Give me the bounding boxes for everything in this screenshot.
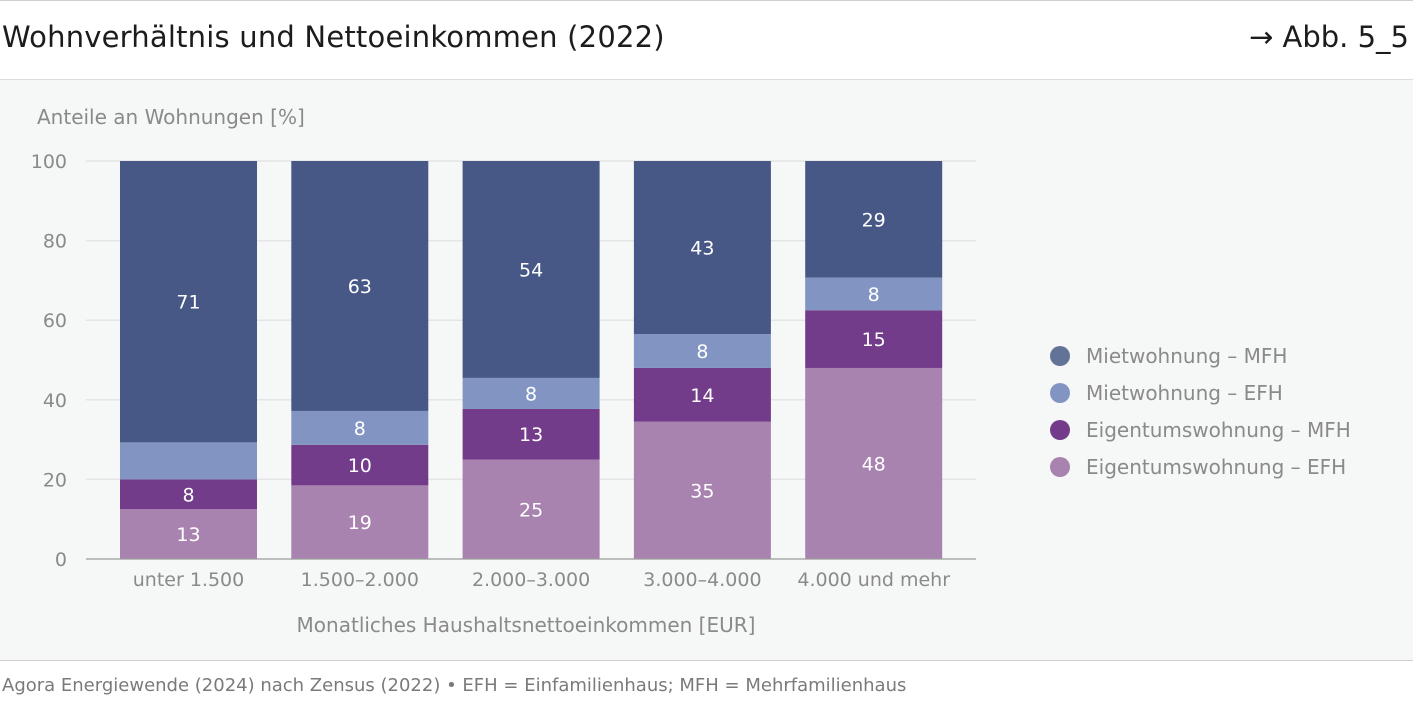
data-label: 54 [519, 259, 543, 281]
bar-segment [120, 442, 257, 480]
legend-swatch [1050, 383, 1070, 403]
x-tick-label: 4.000 und mehr [797, 569, 950, 591]
y-tick-label: 80 [43, 231, 67, 253]
data-label: 13 [176, 524, 200, 546]
bar-segment [805, 367, 943, 559]
legend: Mietwohnung – MFH Mietwohnung – EFH Eigent… [1050, 344, 1351, 479]
bar-segment [120, 479, 257, 510]
y-tick-label: 100 [31, 151, 67, 173]
x-tick-label: 2.000–3.000 [472, 569, 590, 591]
data-label: 63 [348, 276, 372, 298]
data-label: 8 [868, 284, 880, 306]
data-label: 8 [182, 484, 194, 506]
stacked-bar-chart: Anteile an Wohnungen [%] 13 8 71 19 10 8 63 25 1… [31, 105, 1351, 637]
figure-reference: → Abb. 5_5 [1248, 20, 1409, 54]
bar-segment [462, 459, 600, 559]
y-tick-label: 40 [43, 390, 67, 412]
x-tick-label: 3.000–4.000 [643, 569, 761, 591]
bar-segment [633, 334, 771, 368]
bar-segment [291, 161, 429, 411]
data-label: 15 [862, 329, 886, 351]
bar-segment [462, 377, 600, 409]
data-label: 10 [348, 455, 372, 477]
legend-swatch [1050, 346, 1070, 366]
bar-segment [633, 367, 771, 422]
legend-label: Mietwohnung – MFH [1086, 344, 1287, 368]
x-tick-label: 1.500–2.000 [301, 569, 419, 591]
data-label: 14 [690, 385, 714, 407]
source-note: Agora Energiewende (2024) nach Zensus (2… [2, 675, 907, 696]
y-tick-label: 60 [43, 310, 67, 332]
data-label: 19 [348, 512, 372, 534]
legend-swatch [1050, 420, 1070, 440]
bar-segment [805, 310, 943, 368]
data-label: 8 [354, 418, 366, 440]
data-label: 35 [690, 480, 714, 502]
bar-segment [462, 161, 600, 378]
legend-label: Eigentumswohnung – EFH [1086, 455, 1346, 479]
legend-swatch [1050, 457, 1070, 477]
data-label: 43 [690, 238, 714, 260]
bar-segment [120, 509, 257, 559]
chart-title: Wohnverhältnis und Nettoeinkommen (2022) [2, 20, 665, 54]
bar-segment [633, 161, 771, 335]
bar-segment [462, 408, 600, 460]
legend-label: Mietwohnung – EFH [1086, 381, 1283, 405]
bar-segment [291, 410, 429, 445]
data-label: 25 [519, 499, 543, 521]
chart-panel: Anteile an Wohnungen [%] 13 8 71 19 10 8 63 25 1… [0, 79, 1413, 661]
bar-segment [805, 277, 943, 311]
bar-segment [633, 421, 771, 559]
data-label: 29 [862, 209, 886, 231]
bar-segment [805, 161, 943, 278]
data-label: 71 [176, 292, 200, 314]
bar-segment [120, 161, 257, 443]
header: Wohnverhältnis und Nettoeinkommen (2022)… [0, 1, 1413, 79]
y-axis-title: Anteile an Wohnungen [%] [37, 105, 305, 129]
data-label: 8 [696, 341, 708, 363]
top-rule [0, 0, 1413, 1]
x-tick-label: unter 1.500 [133, 569, 244, 591]
data-label: 48 [862, 453, 886, 475]
y-tick-label: 20 [43, 469, 67, 491]
x-axis-title: Monatliches Haushaltsnettoeinkommen [EUR… [297, 613, 756, 637]
data-label: 13 [519, 424, 543, 446]
bar-segment [291, 444, 429, 486]
bar-segment [291, 485, 429, 559]
data-label: 8 [525, 383, 537, 405]
y-tick-label: 0 [55, 549, 67, 571]
legend-label: Eigentumswohnung – MFH [1086, 418, 1351, 442]
